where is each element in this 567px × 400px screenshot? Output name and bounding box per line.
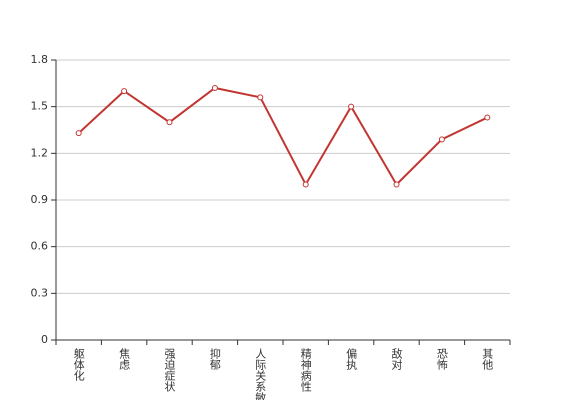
x-tick-label: 抑郁 xyxy=(208,347,221,370)
y-tick-label: 1.5 xyxy=(31,100,49,113)
x-tick-label: 偏执 xyxy=(345,347,358,371)
y-tick-label: 1.2 xyxy=(31,146,49,159)
x-tick-label: 恐怖 xyxy=(435,348,448,370)
point xyxy=(257,94,264,101)
y-tick-label: 0 xyxy=(41,333,48,346)
y-tick-label: 1.8 xyxy=(31,53,49,66)
x-tick-label: 强迫症状 xyxy=(163,348,176,392)
x-tick-label: 敌对 xyxy=(390,347,403,370)
x-tick-label: 其他 xyxy=(481,348,494,370)
point xyxy=(302,181,309,188)
point xyxy=(166,119,173,126)
point xyxy=(484,114,491,121)
point xyxy=(393,181,400,188)
x-tick-label: 焦虑 xyxy=(118,348,131,370)
y-tick-label: 0.3 xyxy=(31,286,49,299)
x-tick-label: 人际关系敏感 xyxy=(254,348,267,400)
x-tick-label: 精神病性 xyxy=(299,348,312,393)
point xyxy=(211,85,218,91)
point xyxy=(348,103,355,110)
point xyxy=(75,130,82,137)
y-tick-label: 0.6 xyxy=(31,240,49,253)
line xyxy=(78,86,488,187)
point xyxy=(438,136,445,143)
point xyxy=(121,88,128,95)
y-tick-label: 0.9 xyxy=(31,193,49,206)
x-tick-label: 躯体化 xyxy=(72,348,85,382)
